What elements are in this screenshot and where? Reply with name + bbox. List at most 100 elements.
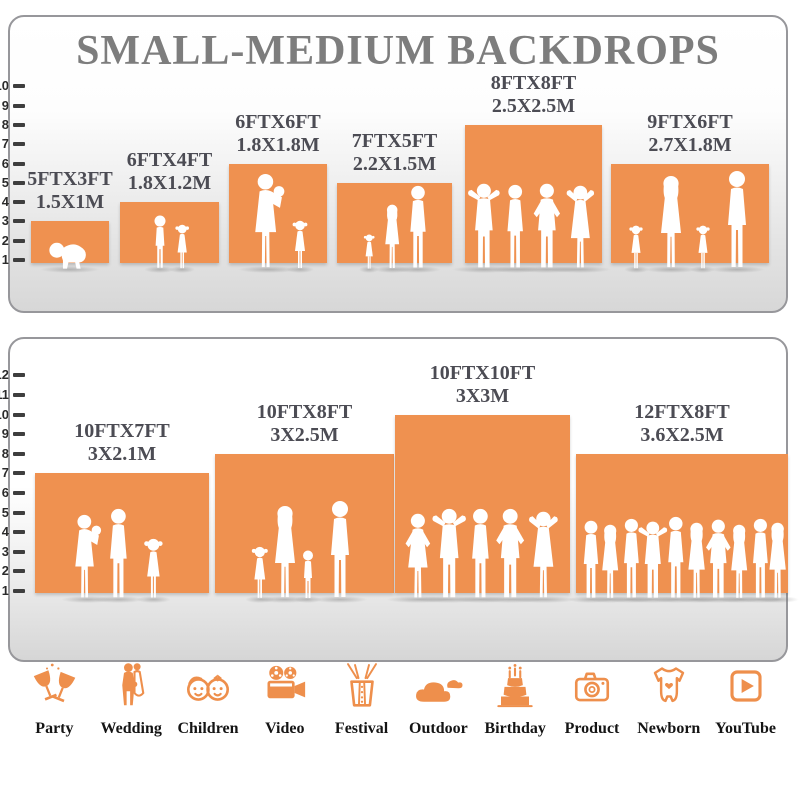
backdrop-size-label: 12FTX8FT 3.6X2.5M [572, 401, 792, 447]
backdrop-size-label: 9FTX6FT 2.7X1.8M [580, 111, 800, 157]
size-feet-text: 6FTX4FT [126, 149, 213, 172]
page-title: SMALL-MEDIUM BACKDROPS [76, 28, 720, 74]
scale-tick-mark [13, 200, 25, 205]
category-label: Outdoor [409, 720, 468, 737]
size-feet-text: 10FTX7FT [74, 420, 170, 443]
category-item-youtube: YouTube [707, 658, 784, 738]
figure-shadow [623, 596, 682, 603]
scale-tick-number: 5 [1, 174, 9, 190]
scale-tick-mark [13, 549, 25, 554]
backdrop-size-label: 7FTX5FT 2.2X1.5M [285, 130, 505, 176]
newborn-icon [653, 667, 684, 703]
figure-shadow [623, 266, 649, 273]
boy-silhouette [154, 215, 166, 268]
girl-silhouette [292, 220, 307, 268]
backdrop-size-label: 6FTX6FT 1.8X1.8M [168, 111, 388, 157]
birthday-icon [497, 662, 533, 708]
size-feet-text: 8FTX8FT [490, 71, 577, 94]
category-label: Video [265, 720, 305, 737]
size-feet-text: 6FTX6FT [235, 110, 321, 133]
scale-tick-mark [13, 569, 25, 574]
scale-tick-number: 4 [1, 194, 9, 210]
product-icon [574, 672, 610, 702]
figure-shadow [244, 596, 275, 603]
girl-silhouette [175, 224, 190, 269]
figure-shadow [476, 596, 545, 603]
figure-shadow [238, 266, 299, 273]
children-icon [186, 673, 229, 701]
category-item-product: Product [554, 658, 631, 738]
figure-shadow [393, 266, 442, 273]
backdrop-size-label: 10FTX7FT 3X2.1M [12, 420, 232, 466]
category-item-newborn: Newborn [630, 658, 707, 738]
figure-shadow [515, 266, 580, 273]
figure-shadow [92, 596, 145, 603]
small-backdrops-panel: SMALL-MEDIUM BACKDROPS 1 2 3 4 5 6 7 8 9 10 5FTX3F… [0, 15, 788, 313]
man-silhouette [409, 185, 426, 268]
figure-shadow [608, 596, 655, 603]
category-item-video: Video [246, 658, 323, 738]
size-feet-text: 10FTX10FT [429, 361, 536, 384]
category-legend: Party Wedding Children Video Festival Outdoor… [16, 658, 784, 738]
scale-tick-number: 4 [1, 524, 9, 540]
backdrop-size-label: 10FTX8FT 3X2.5M [195, 401, 415, 447]
figure-shadow [135, 596, 171, 603]
size-meters-text: 3X3M [455, 384, 510, 407]
size-feet-text: 10FTX8FT [256, 400, 353, 423]
scale-tick-mark [13, 589, 25, 593]
figure-shadow [491, 266, 540, 273]
woman-silhouette [661, 175, 682, 268]
figure-shadow [385, 596, 450, 603]
size-feet-text: 5FTX3FT [27, 168, 113, 191]
figure-shadow [169, 266, 196, 273]
boy-silhouette [303, 550, 314, 598]
man-silhouette [110, 508, 127, 598]
man-silhouette [728, 171, 747, 267]
scale-tick-mark [13, 451, 25, 456]
scale-tick-mark [13, 84, 25, 89]
scale-tick-number: 9 [1, 426, 9, 442]
figure-shadow [588, 596, 632, 603]
scale-tick-mark [13, 258, 25, 262]
scale-tick-mark [13, 491, 25, 495]
size-meters-text: 2.2X1.5M [352, 152, 437, 175]
scale-tick-mark [13, 510, 25, 515]
figure-shadow [60, 596, 114, 603]
figure-shadow [415, 596, 484, 603]
scale-tick-mark [13, 471, 25, 476]
size-meters-text: 1.5X1M [35, 191, 105, 214]
category-label: YouTube [715, 720, 776, 737]
girl-silhouette [695, 225, 710, 269]
category-item-party: Party [16, 658, 93, 738]
backdrop-size-label: 8FTX8FT 2.5X2.5M [424, 72, 644, 118]
outdoor-icon [416, 680, 463, 702]
scale-tick-number: 6 [1, 155, 9, 171]
figure-shadow [755, 596, 800, 603]
size-feet-text: 9FTX6FT [647, 110, 733, 133]
figure-shadow [709, 266, 766, 273]
scale-tick-number: 1 [1, 583, 9, 598]
scale-tick-number: 12 [0, 367, 9, 383]
video-icon [267, 665, 305, 699]
scale-tick-mark [13, 180, 25, 185]
figure-shadow [675, 596, 719, 603]
scale-tick-number: 7 [1, 136, 9, 152]
category-label: Children [177, 720, 239, 737]
figure-shadow [717, 596, 761, 603]
scale-tick-number: 8 [1, 116, 9, 132]
scale-tick-number: 1 [1, 252, 9, 267]
figure-shadow [144, 266, 175, 273]
scale-tick-number: 2 [1, 232, 9, 248]
scale-tick-number: 10 [0, 78, 9, 94]
category-item-festival: Festival [323, 658, 400, 738]
figure-shadow [452, 266, 517, 273]
figure-shadow [39, 266, 101, 273]
figure-shadow [548, 266, 612, 273]
scale-tick-number: 6 [1, 485, 9, 500]
size-feet-text: 7FTX5FT [351, 129, 438, 152]
category-item-birthday: Birthday [477, 658, 554, 738]
girl-silhouette [629, 225, 643, 269]
category-label: Party [35, 720, 74, 737]
backdrop-bar [120, 202, 219, 263]
